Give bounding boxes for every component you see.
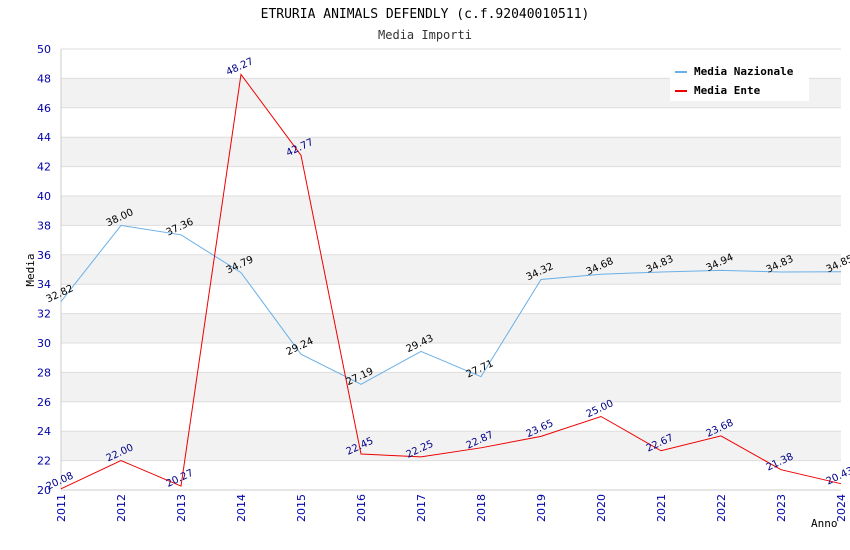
y-tick-label: 26	[37, 396, 51, 409]
chart-subtitle: Media Importi	[378, 28, 472, 42]
x-tick-label: 2018	[475, 494, 488, 522]
x-tick-label: 2020	[595, 494, 608, 522]
grid-bands	[61, 78, 841, 461]
y-tick-label: 22	[37, 455, 51, 468]
grid-band	[61, 196, 841, 226]
x-tick-label: 2011	[55, 494, 68, 522]
x-tick-label: 2023	[775, 494, 788, 522]
x-tick-label: 2015	[295, 494, 308, 522]
x-tick-label: 2012	[115, 494, 128, 522]
legend-label-nazionale: Media Nazionale	[694, 65, 794, 78]
chart-title: ETRURIA ANIMALS DEFENDLY (c.f.9204001051…	[261, 7, 590, 22]
y-tick-label: 44	[37, 131, 51, 144]
y-tick-label: 30	[37, 337, 51, 350]
grid-lines	[61, 48, 841, 491]
y-tick-label: 32	[37, 308, 51, 321]
series-line-nazionale	[60, 224, 842, 385]
y-axis-label: Media	[24, 253, 37, 286]
y-tick-label: 42	[37, 161, 51, 174]
grid-band	[61, 372, 841, 402]
x-tick-label: 2014	[235, 494, 248, 522]
x-tick-label: 2024	[835, 494, 848, 522]
y-tick-label: 36	[37, 249, 51, 262]
x-tick-label: 2021	[655, 494, 668, 522]
series-line-ente	[60, 73, 842, 490]
x-tick-label: 2019	[535, 494, 548, 522]
data-label-ente: 20.27	[165, 468, 196, 490]
y-tick-label: 38	[37, 219, 51, 232]
x-tick-labels: 2011 2012 2013 2014 2015 2016 2017 2018 2019 2020…	[55, 494, 848, 522]
grid-band	[61, 431, 841, 461]
y-tick-label: 34	[37, 278, 51, 291]
x-axis-label: Anno	[811, 517, 838, 530]
y-tick-label: 28	[37, 366, 51, 379]
data-label-ente: 20.43	[825, 465, 850, 487]
data-label-ente: 48.27	[225, 56, 256, 78]
y-tick-labels: 20 22 24 26 28 30 32 34 36 38 40 42 44 46 48 50	[37, 43, 51, 497]
x-tick-label: 2013	[175, 494, 188, 522]
series-lines	[60, 73, 842, 490]
y-tick-label: 48	[37, 72, 51, 85]
grid-band	[61, 313, 841, 343]
legend-box	[670, 61, 809, 101]
y-tick-label: 40	[37, 190, 51, 203]
y-tick-label: 50	[37, 43, 51, 56]
grid-band	[61, 254, 841, 285]
x-tick-label: 2017	[415, 494, 428, 522]
y-tick-label: 20	[37, 484, 51, 497]
y-tick-label: 46	[37, 102, 51, 115]
y-tick-label: 24	[37, 425, 51, 438]
grid-band	[61, 137, 841, 167]
x-tick-label: 2016	[355, 494, 368, 522]
x-tick-label: 2022	[715, 494, 728, 522]
legend-label-ente: Media Ente	[694, 84, 761, 97]
data-label-ente: 20.08	[45, 471, 76, 493]
legend: Media Nazionale Media Ente	[670, 61, 809, 101]
